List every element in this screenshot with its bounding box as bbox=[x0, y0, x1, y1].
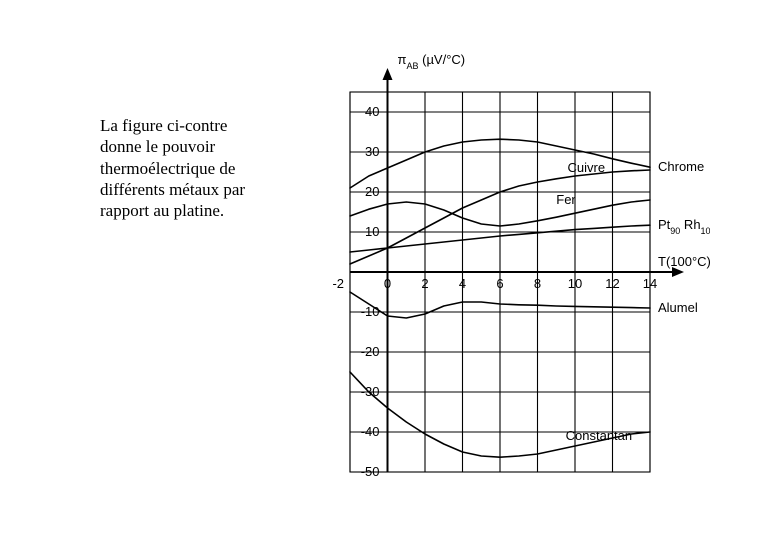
y-tick-label: -50 bbox=[361, 464, 380, 479]
y-tick-label: 10 bbox=[365, 224, 379, 239]
x-tick-label: 12 bbox=[605, 276, 619, 291]
chart-svg: πAB (µV/°C)T(100°C)-202468101214-50-40-3… bbox=[270, 40, 710, 510]
x-tick-label: -2 bbox=[332, 276, 344, 291]
x-tick-label: 2 bbox=[421, 276, 428, 291]
thermoelectric-chart: πAB (µV/°C)T(100°C)-202468101214-50-40-3… bbox=[270, 40, 710, 510]
series-label-constantan: Constantan bbox=[566, 428, 633, 443]
y-axis-title: πAB (µV/°C) bbox=[398, 52, 466, 71]
figure-caption: La figure ci-contre donne le pouvoir the… bbox=[100, 115, 270, 221]
x-tick-label: 10 bbox=[568, 276, 582, 291]
series-label-cuivre: Cuivre bbox=[568, 160, 606, 175]
x-tick-label: 4 bbox=[459, 276, 466, 291]
x-tick-label: 0 bbox=[384, 276, 391, 291]
series-label-pt90rh10: Pt90 Rh10 bbox=[658, 217, 710, 236]
series-label-chrome: Chrome bbox=[658, 159, 704, 174]
y-tick-label: 20 bbox=[365, 184, 379, 199]
x-tick-label: 6 bbox=[496, 276, 503, 291]
y-tick-label: -40 bbox=[361, 424, 380, 439]
x-axis-title: T(100°C) bbox=[658, 254, 710, 269]
y-tick-label: 30 bbox=[365, 144, 379, 159]
x-tick-label: 14 bbox=[643, 276, 657, 291]
y-tick-label: -10 bbox=[361, 304, 380, 319]
series-label-fer: Fer bbox=[556, 192, 576, 207]
series-label-alumel: Alumel bbox=[658, 300, 698, 315]
x-tick-label: 8 bbox=[534, 276, 541, 291]
y-tick-label: -20 bbox=[361, 344, 380, 359]
y-tick-label: 40 bbox=[365, 104, 379, 119]
